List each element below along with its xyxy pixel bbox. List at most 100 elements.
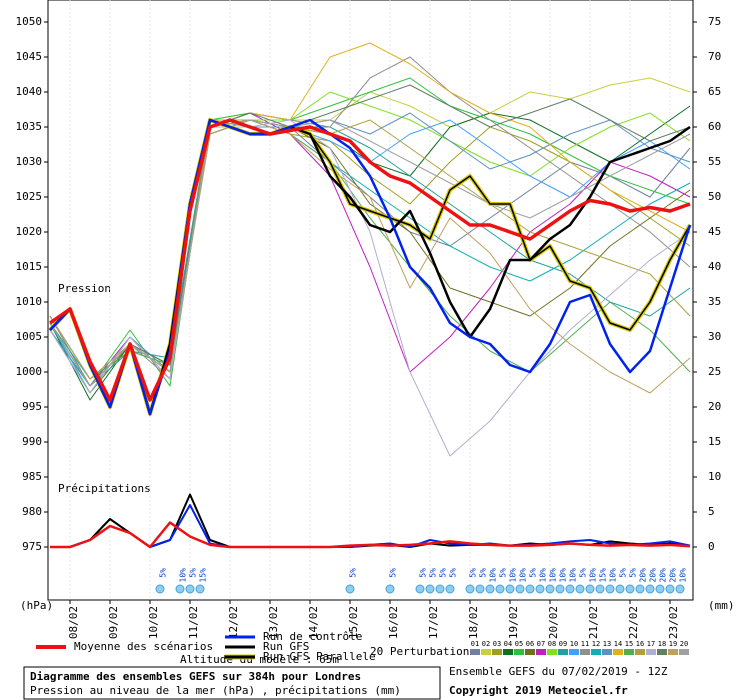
precip-icon bbox=[555, 584, 565, 594]
legend-swatch bbox=[503, 649, 513, 655]
precip-probability: 5% bbox=[429, 568, 438, 578]
precip-icon bbox=[565, 584, 575, 594]
perturbation-line bbox=[49, 91, 691, 380]
precip-icon bbox=[535, 584, 545, 594]
y-tick-label: 1030 bbox=[16, 155, 43, 168]
perturbation-line bbox=[49, 112, 691, 394]
legend-number: 10 bbox=[570, 640, 578, 648]
x-tick-label: 15/02 bbox=[347, 606, 360, 639]
y-axis-label: (hPa) bbox=[20, 599, 53, 612]
y2-tick-label: 15 bbox=[708, 435, 721, 448]
y2-tick-label: 55 bbox=[708, 155, 721, 168]
legend-label: 20 Perturbations bbox=[370, 645, 476, 658]
legend-number: 02 bbox=[482, 640, 490, 648]
legend-number: 17 bbox=[647, 640, 655, 648]
x-tick-label: 16/02 bbox=[387, 606, 400, 639]
y2-tick-label: 40 bbox=[708, 260, 721, 273]
precip-probability: 10% bbox=[609, 568, 618, 583]
legend-number: 03 bbox=[493, 640, 501, 648]
y2-tick-label: 20 bbox=[708, 400, 721, 413]
precip-line bbox=[50, 521, 691, 549]
y-tick-label: 1020 bbox=[16, 225, 43, 238]
precip-line bbox=[50, 493, 691, 548]
perturbation-line bbox=[49, 119, 691, 380]
y2-tick-label: 45 bbox=[708, 225, 721, 238]
altitude: Altitude du modèle : 65m bbox=[180, 653, 339, 666]
legend-number: 01 bbox=[471, 640, 479, 648]
precip-icon bbox=[465, 584, 475, 594]
precip-probability: 10% bbox=[519, 568, 528, 583]
legend-number: 14 bbox=[614, 640, 622, 648]
precip-probability: 5% bbox=[579, 568, 588, 578]
legend-number: 11 bbox=[581, 640, 589, 648]
y-tick-label: 1040 bbox=[16, 85, 43, 98]
x-tick-label: 23/02 bbox=[667, 606, 680, 639]
perturbation-line bbox=[49, 42, 691, 387]
plot-frame bbox=[47, 0, 694, 601]
precip-probability: 5% bbox=[419, 568, 428, 578]
precip-probability: 10% bbox=[559, 568, 568, 583]
x-tick-label: 19/02 bbox=[507, 606, 520, 639]
y2-tick-label: 0 bbox=[708, 540, 715, 553]
y-tick-label: 980 bbox=[22, 505, 42, 518]
y-tick-label: 995 bbox=[22, 400, 42, 413]
precip-probability: 20% bbox=[649, 568, 658, 583]
precip-probability: 10% bbox=[569, 568, 578, 583]
x-tick-label: 17/02 bbox=[427, 606, 440, 639]
legend-number: 05 bbox=[515, 640, 523, 648]
legend-swatch bbox=[536, 649, 546, 655]
y2-tick-label: 50 bbox=[708, 190, 721, 203]
legend-swatch bbox=[668, 649, 678, 655]
y-tick-label: 1000 bbox=[16, 365, 43, 378]
precip-probability: 5% bbox=[479, 568, 488, 578]
legend-number: 19 bbox=[669, 640, 677, 648]
run-info: Ensemble GEFS du 07/02/2019 - 12Z bbox=[449, 665, 668, 678]
legend-number: 16 bbox=[636, 640, 644, 648]
y2-tick-label: 30 bbox=[708, 330, 721, 343]
perturbation-line bbox=[49, 84, 691, 387]
precip-icon bbox=[665, 584, 675, 594]
precip-icon bbox=[485, 584, 495, 594]
legend-swatch bbox=[470, 649, 480, 655]
legend-number: 18 bbox=[658, 640, 666, 648]
legend-number: 04 bbox=[504, 640, 512, 648]
precip-icon bbox=[515, 584, 525, 594]
precip-probability: 15% bbox=[199, 568, 208, 583]
legend-number: 15 bbox=[625, 640, 633, 648]
precip-icon bbox=[435, 584, 445, 594]
precip-probability: 10% bbox=[539, 568, 548, 583]
precip-probability: 10% bbox=[589, 568, 598, 583]
precip-icon bbox=[185, 584, 195, 594]
x-tick-label: 10/02 bbox=[147, 606, 160, 639]
perturbation-line bbox=[49, 119, 691, 380]
precip-icon bbox=[595, 584, 605, 594]
y-tick-label: 990 bbox=[22, 435, 42, 448]
legend-swatch bbox=[481, 649, 491, 655]
precip-icon bbox=[495, 584, 505, 594]
precip-probability: 5% bbox=[439, 568, 448, 578]
legend-label: Moyenne des scénarios bbox=[74, 640, 213, 653]
legend-number: 07 bbox=[537, 640, 545, 648]
legend-label: Run GFS Parallele bbox=[263, 650, 376, 663]
x-tick-label: 20/02 bbox=[547, 606, 560, 639]
x-tick-label: 21/02 bbox=[587, 606, 600, 639]
precip-probability: 5% bbox=[349, 568, 358, 578]
y-tick-label: 1050 bbox=[16, 15, 43, 28]
precip-icon bbox=[655, 584, 665, 594]
precip-icon bbox=[175, 584, 185, 594]
precip-icon bbox=[545, 584, 555, 594]
legend-swatch bbox=[657, 649, 667, 655]
pressure-line bbox=[48, 118, 691, 402]
x-tick-label: 13/02 bbox=[267, 606, 280, 639]
legend-number: 20 bbox=[680, 640, 688, 648]
precip-probability: 10% bbox=[509, 568, 518, 583]
precip-icon bbox=[575, 584, 585, 594]
legend-number: 13 bbox=[603, 640, 611, 648]
precip-probability: 5% bbox=[389, 568, 398, 578]
precip-probability: 5% bbox=[629, 568, 638, 578]
legend-number: 06 bbox=[526, 640, 534, 648]
precip-icon bbox=[525, 584, 535, 594]
legend-number: 08 bbox=[548, 640, 556, 648]
